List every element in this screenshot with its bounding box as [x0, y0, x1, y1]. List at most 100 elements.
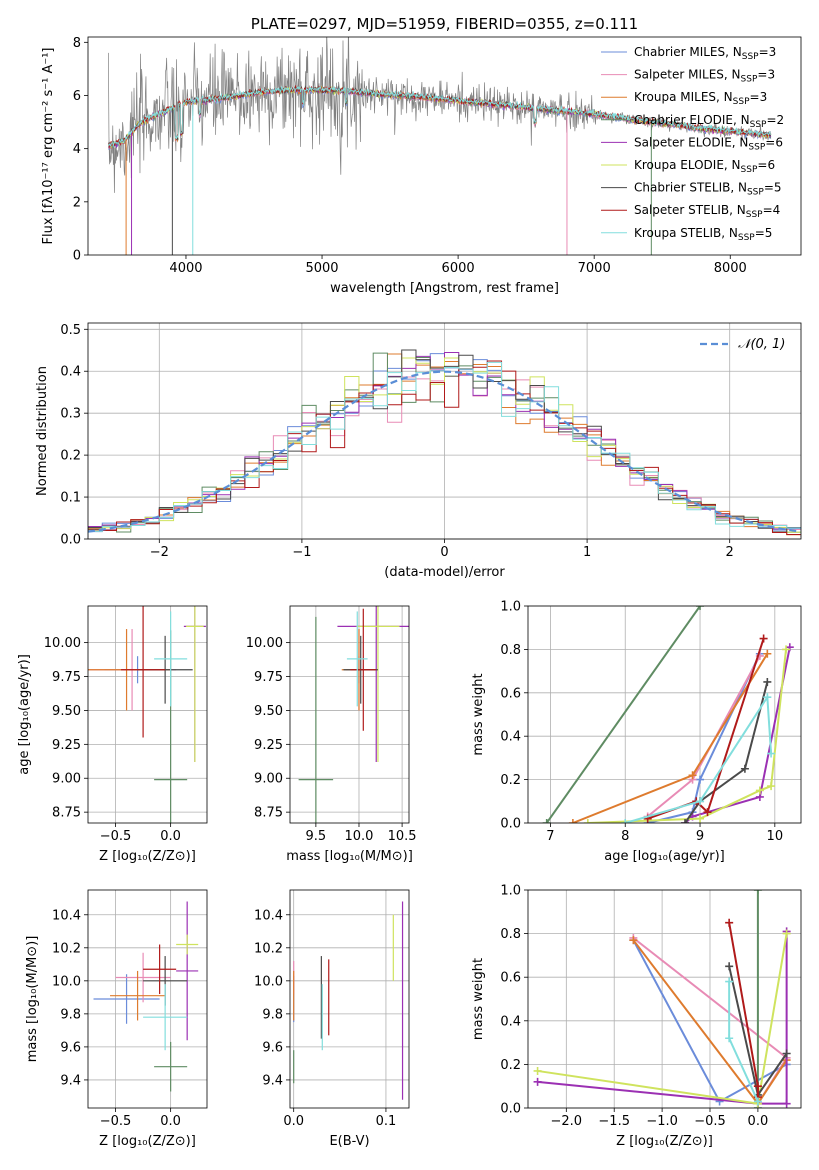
chart5-ytick-label: 0.0	[500, 817, 521, 832]
chart3-ylabel: age [log₁₀(age/yr)]	[17, 654, 32, 775]
chart7-ytick-label: 10.2	[254, 941, 283, 956]
chart2-ylabel: Normed distribution	[35, 366, 50, 496]
series-marker	[725, 1034, 734, 1043]
series-marker	[767, 749, 776, 758]
chart1-ytick-label: 0	[73, 249, 81, 264]
series-line	[684, 647, 791, 823]
chart6-xlabel: Z [log₁₀(Z/Z⊙)]	[99, 1134, 196, 1149]
chart5-plot-area	[542, 606, 794, 823]
chart4-ytick-label: 9.50	[254, 704, 283, 719]
chart3-ytick-label: 9.75	[52, 670, 81, 685]
chart2-ytick-label: 0.0	[60, 533, 81, 548]
chart1-xtick-label: 5000	[305, 261, 338, 276]
chart5-xtick-label: 7	[546, 829, 554, 844]
normal-reference-curve	[88, 370, 799, 533]
chart1-frame	[87, 36, 802, 256]
chart2-frame	[87, 322, 802, 540]
series-marker	[755, 786, 764, 795]
series-marker	[696, 814, 705, 823]
chart8-xtick-label: 0.0	[748, 1114, 769, 1129]
chart2-ytick-label: 0.3	[60, 407, 81, 422]
chart3-xtick-label: 0.0	[160, 829, 181, 844]
chart2-ytick-label: 0.1	[60, 491, 81, 506]
chart8-ytick-label: 0.2	[500, 1058, 521, 1073]
chart7-plot-area	[293, 901, 404, 1100]
series-marker	[629, 936, 638, 945]
chart8-frame	[527, 889, 802, 1109]
legend-label: Kroupa MILES, NSSP=3	[634, 90, 767, 107]
chart7-ytick-label: 10.4	[254, 908, 283, 923]
chart6-ytick-label: 10.2	[52, 941, 81, 956]
chart8-xtick-label: −1.0	[646, 1114, 678, 1129]
chart8-ytick-label: 0.0	[500, 1102, 521, 1117]
series-marker	[703, 808, 712, 817]
chart6-ylabel: mass [log₁₀(M/M⊙)]	[25, 936, 40, 1063]
chart6-xtick-label: 0.0	[160, 1114, 181, 1129]
legend-label: Kroupa STELIB, NSSP=5	[634, 226, 772, 243]
series-marker	[621, 819, 630, 823]
chart5-ytick-label: 0.2	[500, 773, 521, 788]
chart8-ytick-label: 0.4	[500, 1014, 521, 1029]
legend-label: Chabrier STELIB, NSSP=5	[634, 181, 782, 198]
chart3-xlabel: Z [log₁₀(Z/Z⊙)]	[99, 849, 196, 864]
chart1-ytick-label: 2	[73, 195, 81, 210]
chart4-ytick-label: 9.25	[254, 738, 283, 753]
chart1-xtick-label: 8000	[714, 261, 747, 276]
chart2-xtick-label: 2	[726, 545, 734, 560]
series-marker	[782, 645, 791, 654]
chart1-ylabel: Flux [fλ10⁻¹⁷ erg cm⁻² s⁻¹ A⁻¹]	[41, 48, 56, 245]
chart7-ytick-label: 9.6	[262, 1040, 283, 1055]
series-marker	[763, 649, 772, 658]
chart4-frame	[289, 605, 410, 824]
chart2-xlabel: (data-model)/error	[384, 565, 505, 580]
chart6-ytick-label: 10.0	[52, 974, 81, 989]
series-marker	[533, 1077, 542, 1086]
series-marker	[542, 819, 551, 823]
series-marker	[782, 1099, 791, 1108]
chart7-xlabel: E(B-V)	[329, 1134, 369, 1149]
chart3-ytick-label: 9.25	[52, 738, 81, 753]
chart4-xlabel: mass [log₁₀(M/M⊙)]	[286, 849, 413, 864]
series-marker	[583, 819, 592, 823]
chart6-plot-area	[93, 901, 199, 1092]
chart6-xtick-label: −0.5	[100, 1114, 132, 1129]
chart3-xtick-label: −0.5	[100, 829, 132, 844]
chart3-ytick-label: 10.00	[44, 636, 81, 651]
series-marker	[753, 890, 762, 894]
series-marker	[696, 797, 705, 806]
chart5-frame	[527, 605, 802, 824]
chart6-frame	[87, 889, 208, 1109]
chart2-ytick-label: 0.2	[60, 449, 81, 464]
chart2-xtick-label: −2	[150, 545, 169, 560]
chart1-xtick-label: 6000	[442, 261, 475, 276]
chart3-ytick-label: 9.00	[52, 772, 81, 787]
series-marker	[725, 977, 734, 986]
chart8-xtick-label: −2.0	[551, 1114, 583, 1129]
chart4-xtick-label: 9.5	[306, 829, 327, 844]
chart6-ytick-label: 9.8	[60, 1007, 81, 1022]
chart5-ytick-label: 0.4	[500, 730, 521, 745]
legend-label: Chabrier MILES, NSSP=3	[634, 45, 776, 62]
series-line	[647, 653, 761, 823]
chart1-ytick-label: 8	[73, 36, 81, 51]
series-marker	[688, 771, 697, 780]
chart7-xtick-label: 0.1	[376, 1114, 397, 1129]
legend-label: Kroupa ELODIE, NSSP=6	[634, 158, 775, 175]
chart5-xtick-label: 10	[767, 829, 784, 844]
chart1-xtick-label: 4000	[169, 261, 202, 276]
chart6-ytick-label: 10.4	[52, 908, 81, 923]
chart4-xtick-label: 10.5	[388, 829, 417, 844]
series-marker	[763, 693, 772, 702]
legend-label: Salpeter STELIB, NSSP=4	[634, 203, 780, 220]
series-marker	[725, 918, 734, 927]
chart6-ytick-label: 9.4	[60, 1073, 81, 1088]
chart7-ytick-label: 9.4	[262, 1073, 283, 1088]
chart4-xtick-label: 10.0	[345, 829, 374, 844]
chart5-xlabel: age [log₁₀(age/yr)]	[604, 849, 725, 864]
chart1-title: PLATE=0297, MJD=51959, FIBERID=0355, z=0…	[251, 15, 638, 33]
legend-label: Chabrier ELODIE, NSSP=2	[634, 113, 784, 130]
chart3-ytick-label: 8.75	[52, 806, 81, 821]
chart4-plot-area	[298, 606, 409, 823]
series-marker	[696, 775, 705, 784]
